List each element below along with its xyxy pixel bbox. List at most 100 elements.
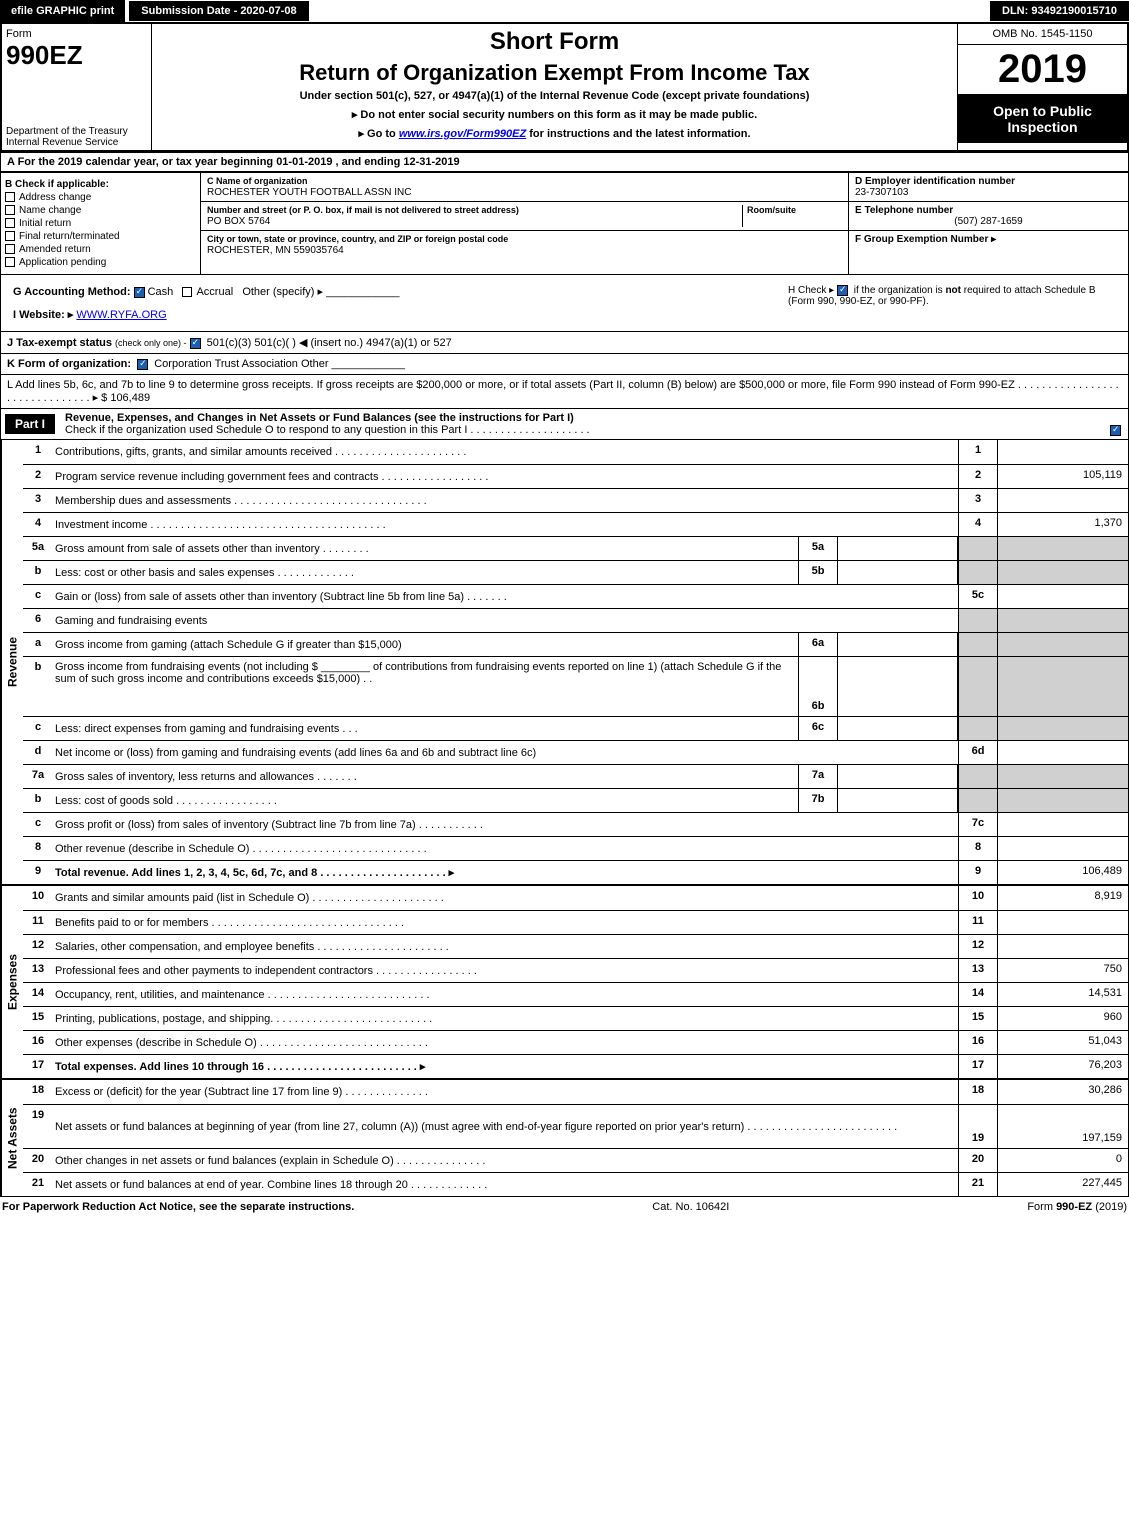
opt-initial-return[interactable]: Initial return — [5, 218, 196, 229]
ein-label: D Employer identification number — [855, 176, 1122, 187]
expenses-vtab: Expenses — [1, 886, 23, 1078]
short-form-title: Short Form — [156, 28, 953, 56]
room-label: Room/suite — [747, 205, 796, 215]
goto-instructions: ▸ Go to www.irs.gov/Form990EZ for instru… — [156, 127, 953, 140]
line-6d: dNet income or (loss) from gaming and fu… — [23, 740, 1128, 764]
line-21: 21Net assets or fund balances at end of … — [23, 1172, 1128, 1196]
header-center: Short Form Return of Organization Exempt… — [152, 24, 957, 150]
line-10: 10Grants and similar amounts paid (list … — [23, 886, 1128, 910]
part1-label: Part I — [5, 414, 55, 434]
paperwork-notice: For Paperwork Reduction Act Notice, see … — [2, 1201, 354, 1213]
block-c: C Name of organization ROCHESTER YOUTH F… — [201, 173, 848, 274]
line-g-h: G Accounting Method: Cash Accrual Other … — [1, 275, 1128, 332]
line-6a: aGross income from gaming (attach Schedu… — [23, 632, 1128, 656]
dln-number: DLN: 93492190015710 — [990, 1, 1129, 21]
accounting-cash-checkbox[interactable] — [134, 287, 145, 298]
subtitle: Under section 501(c), 527, or 4947(a)(1)… — [156, 90, 953, 102]
submission-date: Submission Date - 2020-07-08 — [129, 1, 308, 21]
line-17: 17Total expenses. Add lines 10 through 1… — [23, 1054, 1128, 1078]
line-11: 11Benefits paid to or for members . . . … — [23, 910, 1128, 934]
opt-address-change[interactable]: Address change — [5, 192, 196, 203]
org-name: ROCHESTER YOUTH FOOTBALL ASSN INC — [207, 187, 411, 198]
block-d: D Employer identification number 23-7307… — [849, 173, 1128, 202]
netassets-vtab: Net Assets — [1, 1080, 23, 1196]
open-to-public: Open to Public Inspection — [958, 95, 1127, 143]
street-value: PO BOX 5764 — [207, 216, 270, 227]
street-row: Number and street (or P. O. box, if mail… — [201, 202, 848, 231]
opt-name-change[interactable]: Name change — [5, 205, 196, 216]
form-footer-label: Form 990-EZ (2019) — [1027, 1201, 1127, 1213]
header-right: OMB No. 1545-1150 2019 Open to Public In… — [957, 24, 1127, 150]
corporation-checkbox[interactable] — [137, 359, 148, 370]
line-9: 9Total revenue. Add lines 1, 2, 3, 4, 5c… — [23, 860, 1128, 884]
tax-year: 2019 — [958, 45, 1127, 95]
part1-title: Revenue, Expenses, and Changes in Net As… — [65, 412, 1124, 424]
cat-number: Cat. No. 10642I — [354, 1201, 1027, 1213]
part1-table: Revenue 1Contributions, gifts, grants, a… — [0, 440, 1129, 1197]
irs-text: Internal Revenue Service — [6, 137, 118, 148]
expenses-group: Expenses 10Grants and similar amounts pa… — [1, 884, 1128, 1078]
501c3-checkbox[interactable] — [190, 338, 201, 349]
header-left: Form 990EZ Department of the Treasury In… — [2, 24, 152, 150]
form-label: Form — [6, 28, 147, 40]
line-8: 8Other revenue (describe in Schedule O) … — [23, 836, 1128, 860]
treasury-text: Department of the Treasury — [6, 126, 128, 137]
form-header: Form 990EZ Department of the Treasury In… — [0, 22, 1129, 152]
line-7c: cGross profit or (loss) from sales of in… — [23, 812, 1128, 836]
line-6c: cLess: direct expenses from gaming and f… — [23, 716, 1128, 740]
irs-link[interactable]: www.irs.gov/Form990EZ — [399, 128, 526, 140]
line-19: 19Net assets or fund balances at beginni… — [23, 1104, 1128, 1148]
org-name-label: C Name of organization — [207, 176, 308, 186]
opt-final-return[interactable]: Final return/terminated — [5, 231, 196, 242]
opt-application-pending[interactable]: Application pending — [5, 257, 196, 268]
line-15: 15Printing, publications, postage, and s… — [23, 1006, 1128, 1030]
website-link[interactable]: WWW.RYFA.ORG — [76, 309, 166, 321]
line-a-tax-year: A For the 2019 calendar year, or tax yea… — [0, 152, 1129, 172]
part1-header: Part I Revenue, Expenses, and Changes in… — [0, 409, 1129, 440]
line-3: 3Membership dues and assessments . . . .… — [23, 488, 1128, 512]
line-18: 18Excess or (deficit) for the year (Subt… — [23, 1080, 1128, 1104]
part1-check-text: Check if the organization used Schedule … — [65, 424, 1110, 436]
top-bar: efile GRAPHIC print Submission Date - 20… — [0, 0, 1129, 22]
city-value: ROCHESTER, MN 559035764 — [207, 245, 344, 256]
part1-schedule-o-checkbox[interactable] — [1110, 425, 1121, 436]
accounting-accrual-checkbox[interactable] — [182, 287, 192, 297]
line-20: 20Other changes in net assets or fund ba… — [23, 1148, 1128, 1172]
line-7b: bLess: cost of goods sold . . . . . . . … — [23, 788, 1128, 812]
line-16: 16Other expenses (describe in Schedule O… — [23, 1030, 1128, 1054]
form-990ez: efile GRAPHIC print Submission Date - 20… — [0, 0, 1129, 1217]
opt-amended-return[interactable]: Amended return — [5, 244, 196, 255]
city-row: City or town, state or province, country… — [201, 231, 848, 259]
ssn-warning: ▸ Do not enter social security numbers o… — [156, 108, 953, 121]
line-k: K Form of organization: Corporation Trus… — [1, 354, 1128, 375]
schedule-b-checkbox[interactable] — [837, 285, 848, 296]
org-name-row: C Name of organization ROCHESTER YOUTH F… — [201, 173, 848, 202]
block-e: E Telephone number (507) 287-1659 — [849, 202, 1128, 231]
phone-label: E Telephone number — [855, 205, 1122, 216]
omb-number: OMB No. 1545-1150 — [958, 24, 1127, 45]
line-h: H Check ▸ if the organization is not req… — [782, 279, 1122, 327]
line-5c: cGain or (loss) from sale of assets othe… — [23, 584, 1128, 608]
group-exemption-label: F Group Exemption Number ▸ — [855, 234, 996, 245]
ein-value: 23-7307103 — [855, 187, 1122, 198]
phone-value: (507) 287-1659 — [855, 216, 1122, 227]
info-lines: G Accounting Method: Cash Accrual Other … — [0, 275, 1129, 409]
block-b: B Check if applicable: Address change Na… — [1, 173, 201, 274]
line-l: L Add lines 5b, 6c, and 7b to line 9 to … — [1, 375, 1128, 408]
city-label: City or town, state or province, country… — [207, 234, 508, 244]
form-number: 990EZ — [6, 40, 147, 71]
return-title: Return of Organization Exempt From Incom… — [156, 60, 953, 86]
revenue-vtab: Revenue — [1, 440, 23, 884]
line-12: 12Salaries, other compensation, and empl… — [23, 934, 1128, 958]
line-g: G Accounting Method: Cash Accrual Other … — [7, 279, 782, 327]
line-4: 4Investment income . . . . . . . . . . .… — [23, 512, 1128, 536]
treasury-label: Department of the Treasury Internal Reve… — [6, 126, 128, 148]
efile-print-button[interactable]: efile GRAPHIC print — [0, 0, 125, 22]
line-14: 14Occupancy, rent, utilities, and mainte… — [23, 982, 1128, 1006]
street-label: Number and street (or P. O. box, if mail… — [207, 205, 519, 215]
line-i-label: I Website: ▸ — [13, 309, 73, 321]
line-13: 13Professional fees and other payments t… — [23, 958, 1128, 982]
entity-section: B Check if applicable: Address change Na… — [0, 172, 1129, 275]
block-f: F Group Exemption Number ▸ — [849, 231, 1128, 248]
line-6: 6Gaming and fundraising events — [23, 608, 1128, 632]
